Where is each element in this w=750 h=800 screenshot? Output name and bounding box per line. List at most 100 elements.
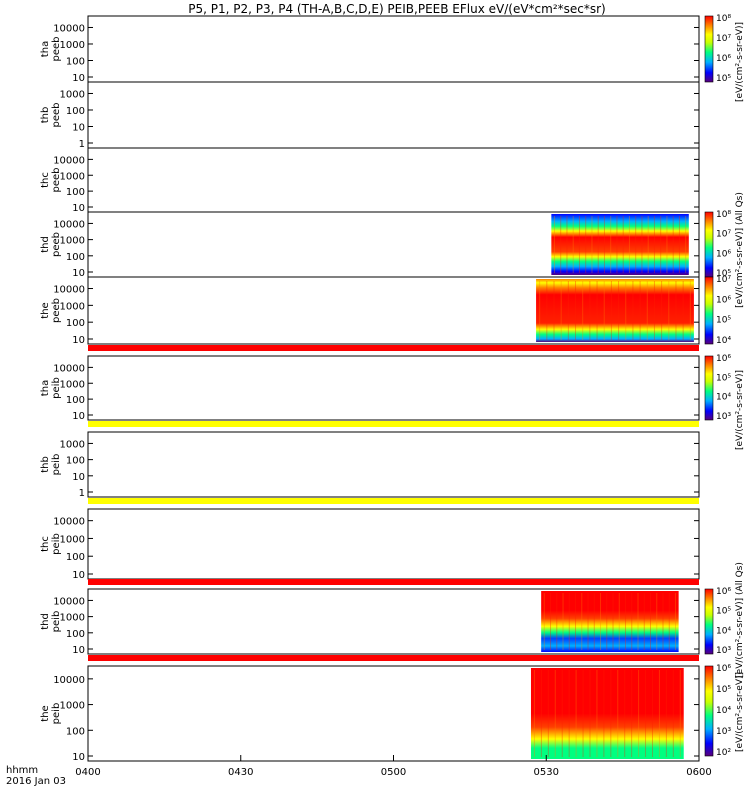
colorbar-tick-label: 10³ [716,646,731,656]
panel-frame [87,81,700,149]
colorbar-tick-label: 10⁴ [716,626,731,636]
panel-product-label: peeb [51,103,62,128]
y-tick-label: 1000 [60,701,85,712]
colorbar-tick-label: 10⁵ [716,316,731,326]
y-tick-label: 10000 [53,596,85,607]
panel-frame [87,588,700,655]
colorbar-tick-label: 10⁵ [716,373,731,383]
time-axis: 0400 0430 0500 0530 0600 [75,755,712,778]
panel-product-label: peeb [51,232,62,257]
date-label: 2016 Jan 03 [6,776,66,787]
colorbar: 10⁵ 10⁶ 10⁷ 10⁸ [704,14,731,84]
chart-title: P5, P1, P2, P3, P4 (TH-A,B,C,D,E) PEIB,P… [188,2,605,16]
x-tick-label: 0400 [75,767,100,778]
colorbar-label-ion: [eV/(cm²-s-sr-eV)] (All Qs) [735,562,745,678]
y-tick-label: 1000 [60,89,85,100]
spectrogram-data [536,279,694,342]
y-tick-label: 10000 [53,517,85,528]
x-tick-label: 0430 [228,767,253,778]
panel-product-label: peib [51,611,62,633]
spectrogram-data [530,668,684,759]
panel-probe-label: thd [40,613,51,630]
colorbar-label-electron: [eV/(cm²-s-sr-eV)] [735,370,745,450]
colorbar-tick-label: 10³ [716,412,731,422]
colorbar-tick-label: 10⁷ [716,275,731,285]
y-tick-label: 10 [72,645,85,656]
panel-probe-label: thb [40,456,51,473]
panel-frame [87,147,700,213]
flag-bar [88,345,699,351]
colorbar-tick-label: 10⁸ [716,14,731,24]
y-tick-label: 10000 [53,285,85,296]
panel-frame [87,15,700,83]
y-tick-label: 1000 [60,379,85,390]
colorbar-tick-label: 10⁶ [716,664,731,674]
colorbar-gradient [704,665,714,757]
panel-product-label: peib [51,533,62,555]
panel-frame [87,431,700,498]
spectrogram-data [551,214,689,275]
colorbar-tick-label: 10⁵ [716,269,731,279]
y-tick-label: 10000 [53,23,85,34]
y-tick-label: 100 [66,395,85,406]
y-tick-label: 100 [66,106,85,117]
x-tick-label: 0500 [381,767,406,778]
spectrogram-data [541,591,679,652]
colorbar: 10⁴ 10⁵ 10⁶ 10⁷ [704,275,731,346]
y-tick-label: 10 [72,122,85,133]
colorbar-tick-label: 10⁶ [716,54,731,64]
panel-frame [87,508,700,580]
panel-product-label: peib [51,703,62,725]
panel-probe-label: thc [40,172,51,188]
y-tick-label: 100 [66,726,85,737]
x-tick-label: 0530 [534,767,559,778]
colorbar-tick-label: 10⁶ [716,249,731,259]
panel-product-label: peib [51,454,62,476]
panel-thb-peeb: 1 10 100 1000 thb peeb [40,81,700,150]
y-tick-label: 10000 [53,219,85,230]
panel-frame [87,355,700,421]
colorbar-gradient [704,211,714,278]
colorbar-label-ion: [eV/(cm²-s-sr-eV)] (All Qs) [735,192,745,308]
y-tick-label: 1 [79,488,85,499]
flag-bar [88,655,699,661]
y-tick-label: 1000 [60,301,85,312]
colorbar-tick-label: 10⁷ [716,34,731,44]
panel-probe-label: thd [40,236,51,253]
panel-the-peib: 10 100 1000 10000 the peib 10² 10³ 10⁴ 10⁵ 10⁶ [40,664,731,763]
colorbar-tick-label: 10⁶ [716,587,731,597]
y-tick-label: 1 [79,139,85,150]
x-tick-label: 0600 [686,767,711,778]
flag-bar [88,421,699,427]
colorbar-tick-label: 10⁷ [716,230,731,240]
colorbar-tick-label: 10⁴ [716,393,731,403]
panel-product-label: peeb [51,298,62,323]
y-tick-label: 100 [66,456,85,467]
colorbar: 10³ 10⁴ 10⁵ 10⁶ [704,354,731,422]
y-tick-label: 1000 [60,40,85,51]
colorbar-tick-label: 10⁶ [716,354,731,364]
colorbar-label-electron: [eV/(cm²-s-sr-eV)] [735,22,745,102]
y-tick-label: 10 [72,570,85,581]
colorbar-tick-label: 10⁵ [716,74,731,84]
panel-product-label: peeb [51,37,62,62]
y-tick-label: 10 [72,73,85,84]
colorbar-tick-label: 10⁶ [716,295,731,305]
y-tick-label: 100 [66,252,85,263]
flag-bar [88,498,699,504]
colorbar-tick-label: 10⁴ [716,706,731,716]
panel-probe-label: thb [40,107,51,124]
colorbar: 10² 10³ 10⁴ 10⁵ 10⁶ [704,664,731,758]
panel-probe-label: thc [40,536,51,552]
colorbar-tick-label: 10⁴ [716,336,731,346]
panel-probe-label: tha [40,380,51,396]
colorbar: 10³ 10⁴ 10⁵ 10⁶ [704,587,731,656]
colorbar-tick-label: 10⁵ [716,685,731,695]
flag-bar [88,579,699,585]
